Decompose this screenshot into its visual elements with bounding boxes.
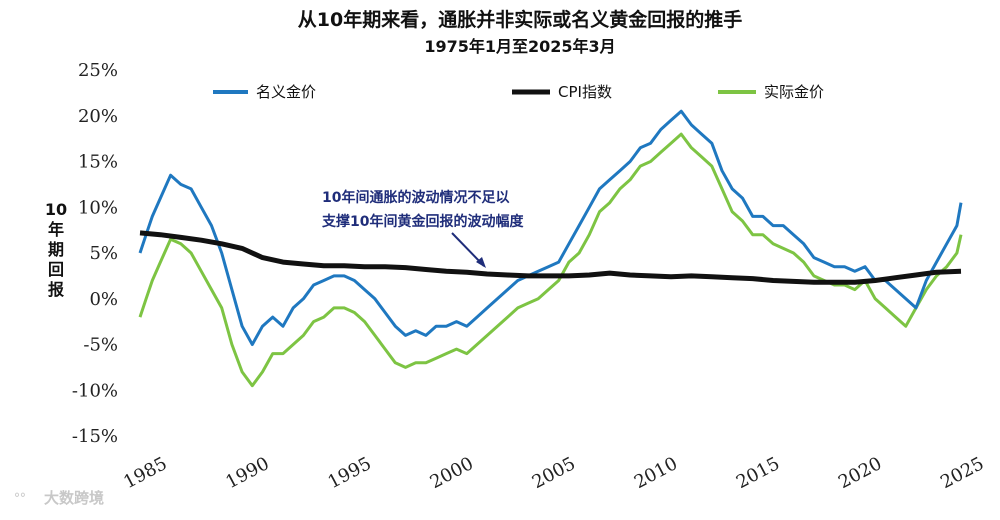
x-tick-label: 1990 — [222, 453, 272, 493]
y-tick-label: -15% — [72, 426, 118, 447]
watermark-logo-icon: ᐤᐤ — [14, 489, 26, 507]
nominal-gold-line — [138, 109, 963, 346]
y-axis-label-part: 回 — [48, 260, 64, 279]
x-tick-label: 2005 — [529, 453, 579, 493]
legend-label-cpi: CPI指数 — [558, 83, 612, 101]
legend-label-nominal: 名义金价 — [256, 83, 316, 101]
watermark: ᐤᐤ 大数跨境 — [14, 489, 104, 507]
y-tick-label: -5% — [83, 335, 118, 356]
series-group — [138, 109, 963, 388]
y-tick-label: 10% — [78, 197, 118, 218]
y-tick-label: -10% — [72, 380, 118, 401]
y-axis-label: 10 年期回报 — [45, 200, 67, 299]
legend-label-real: 实际金价 — [764, 83, 824, 101]
x-tick-label: 1985 — [120, 453, 170, 493]
chart-title: 从10年期来看，通胀并非实际或名义黄金回报的推手 — [298, 8, 742, 31]
x-tick-label: 2015 — [733, 453, 783, 493]
legend: 名义金价 CPI指数 实际金价 — [213, 83, 824, 101]
x-tick-label: 1995 — [324, 453, 374, 493]
x-tick-label: 2020 — [835, 453, 885, 493]
chart-subtitle: 1975年1月至2025年3月 — [424, 37, 615, 56]
y-axis-label-part: 报 — [48, 280, 64, 299]
x-axis: 1985 1990 1995 2000 2005 2010 2015 2020 2025 — [120, 453, 987, 493]
annotation-line-1: 10年间通胀的波动情况不足以 — [322, 189, 509, 206]
y-axis: 25% 20% 15% 10% 5% 0% -5% -10% -15% — [72, 60, 118, 447]
x-tick-label: 2010 — [631, 453, 681, 493]
annotation-line-2: 支撑10年间黄金回报的波动幅度 — [321, 213, 524, 230]
annotation: 10年间通胀的波动情况不足以 支撑10年间黄金回报的波动幅度 — [321, 189, 524, 268]
y-tick-label: 0% — [89, 289, 118, 310]
y-axis-label-part: 10 — [45, 200, 67, 219]
annotation-arrowhead — [476, 257, 486, 268]
y-tick-label: 5% — [89, 243, 118, 264]
x-tick-label: 2000 — [427, 453, 477, 493]
y-axis-label-part: 年 — [48, 220, 64, 239]
cpi-line — [139, 230, 962, 285]
watermark-text: 大数跨境 — [44, 489, 104, 507]
y-axis-label-part: 期 — [48, 240, 64, 259]
y-tick-label: 20% — [78, 106, 118, 127]
x-tick-label: 2025 — [937, 453, 987, 493]
y-tick-label: 15% — [78, 152, 118, 173]
y-tick-label: 25% — [78, 60, 118, 81]
